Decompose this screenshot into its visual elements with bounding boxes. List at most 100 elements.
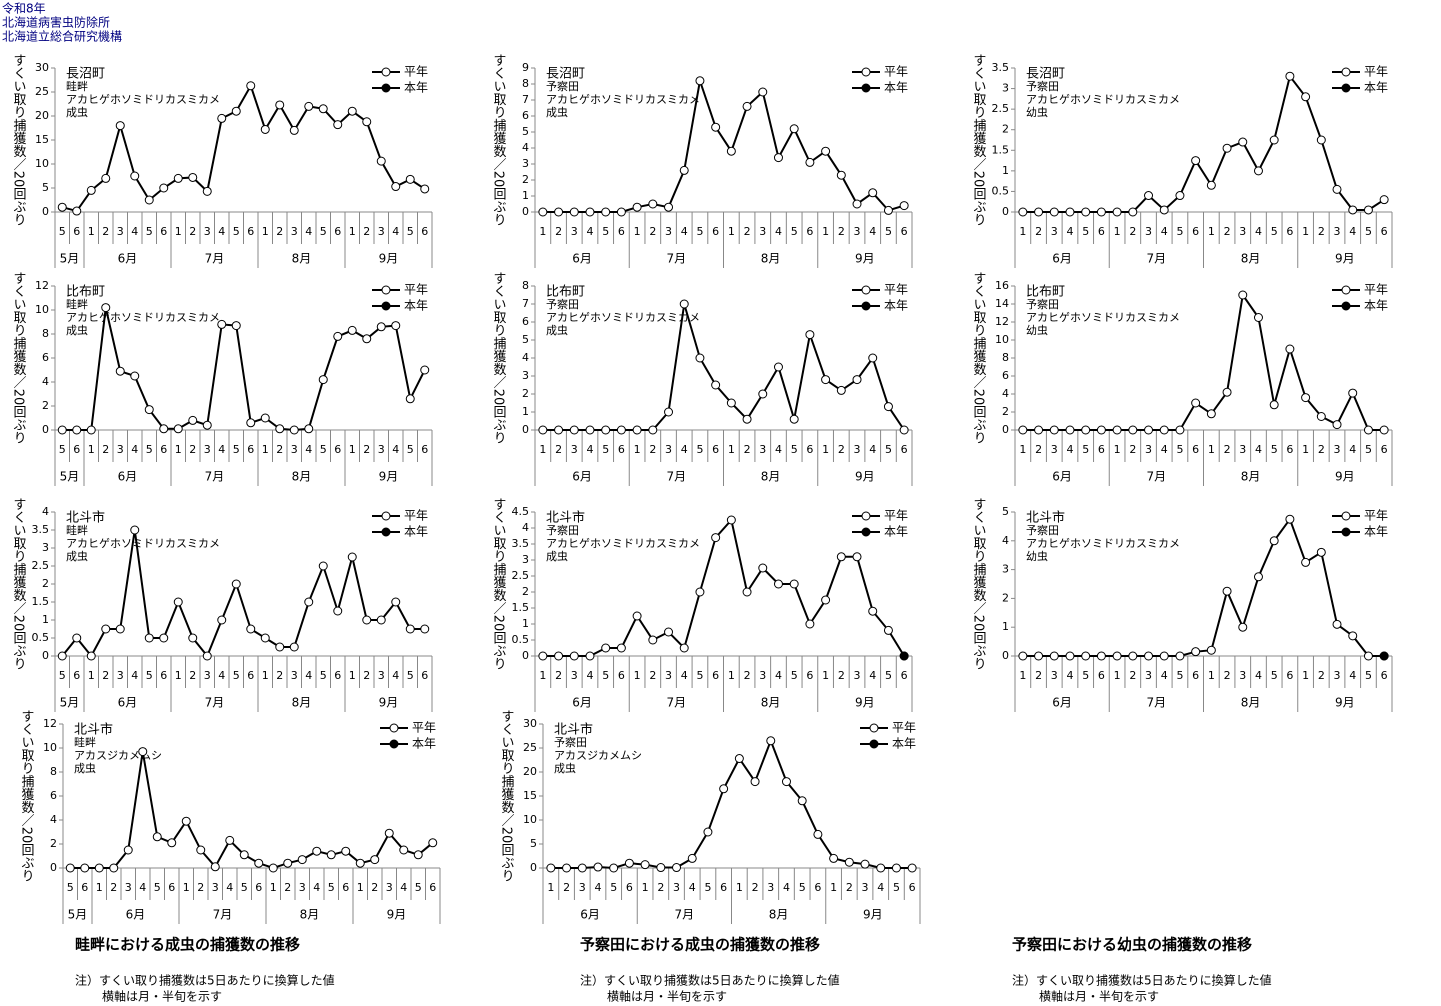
data-point (188, 172, 198, 182)
data-point (362, 334, 372, 344)
x-tick-label: 5 (1176, 669, 1183, 682)
data-point (632, 425, 642, 435)
data-point (538, 651, 548, 661)
legend-marker (869, 739, 879, 749)
y-tick-label: 2.5 (512, 569, 530, 582)
x-tick-label: 4 (392, 669, 399, 682)
chart-title: 予察田 (1026, 523, 1059, 537)
data-point (268, 863, 278, 873)
x-tick-label: 2 (1318, 669, 1325, 682)
y-tick-label: 10 (523, 813, 537, 826)
data-point (742, 101, 752, 111)
x-tick-label: 1 (88, 669, 95, 682)
data-point (1222, 586, 1232, 596)
data-point (868, 606, 878, 616)
x-tick-label: 4 (1349, 669, 1356, 682)
x-tick-label: 5 (602, 669, 609, 682)
y-tick-label: 0.5 (512, 633, 530, 646)
y-tick-label: 14 (995, 297, 1009, 310)
y-tick-label: 4 (1002, 387, 1009, 400)
x-tick-label: 2 (189, 443, 196, 456)
y-tick-label: 8 (42, 327, 49, 340)
y-axis-label: すくい取り捕獲数／20回ぶり (491, 272, 507, 445)
data-point (829, 853, 839, 863)
x-tick-label: 3 (1051, 443, 1058, 456)
x-tick-label: 2 (555, 225, 562, 238)
x-tick-label: 6 (1381, 669, 1388, 682)
data-point (1379, 425, 1389, 435)
x-tick-label: 2 (649, 669, 656, 682)
x-tick-label: 2 (838, 669, 845, 682)
data-point (1348, 205, 1358, 215)
data-point (333, 120, 343, 130)
y-tick-label: 10 (35, 157, 49, 170)
data-point (1285, 514, 1295, 524)
chart-title: 北斗市 (1026, 510, 1065, 526)
x-tick-label: 6 (806, 225, 813, 238)
x-tick-label: 6 (1098, 669, 1105, 682)
x-tick-label: 5 (1082, 443, 1089, 456)
x-tick-label: 1 (634, 443, 641, 456)
data-point (899, 425, 909, 435)
data-point (813, 829, 823, 839)
data-point (188, 415, 198, 425)
y-axis-label: すくい取り捕獲数／20回ぶり (971, 498, 987, 671)
x-tick-label: 6 (334, 443, 341, 456)
data-point (1159, 651, 1169, 661)
data-point (593, 862, 603, 872)
x-tick-label: 5 (610, 881, 617, 894)
month-label: 9月 (387, 908, 407, 922)
data-point (1206, 645, 1216, 655)
data-point (1144, 425, 1154, 435)
y-tick-label: 5 (42, 181, 49, 194)
chart-title: 成虫 (546, 106, 568, 119)
x-tick-label: 4 (218, 225, 225, 238)
month-label: 7月 (667, 252, 687, 266)
data-point (664, 407, 674, 417)
x-tick-label: 3 (291, 443, 298, 456)
x-tick-label: 5 (146, 225, 153, 238)
x-tick-label: 6 (712, 443, 719, 456)
x-tick-label: 3 (378, 443, 385, 456)
data-point (115, 624, 125, 634)
y-tick-label: 1.5 (32, 595, 50, 608)
data-point (391, 182, 401, 192)
x-tick-label: 5 (1176, 443, 1183, 456)
data-point (109, 863, 119, 873)
data-point (405, 394, 415, 404)
data-point (115, 121, 125, 131)
data-point (860, 859, 870, 869)
chart-title: アカヒゲホソミドリカスミカメ (66, 311, 220, 324)
month-label: 7月 (1147, 696, 1167, 710)
month-label: 6月 (1052, 470, 1072, 484)
data-point (1034, 207, 1044, 217)
x-tick-label: 2 (276, 225, 283, 238)
x-tick-label: 2 (276, 669, 283, 682)
legend-label: 平年 (404, 283, 428, 297)
data-point (101, 173, 111, 183)
data-point (624, 858, 634, 868)
x-tick-label: 3 (1051, 669, 1058, 682)
data-point (1191, 398, 1201, 408)
x-tick-label: 5 (415, 881, 422, 894)
month-label: 7月 (667, 696, 687, 710)
data-point (1018, 425, 1028, 435)
x-tick-label: 6 (712, 669, 719, 682)
x-tick-label: 3 (665, 225, 672, 238)
x-tick-label: 3 (854, 669, 861, 682)
x-tick-label: 1 (547, 881, 554, 894)
data-point (797, 796, 807, 806)
chart-title: 予察田 (546, 297, 579, 311)
x-tick-label: 2 (838, 443, 845, 456)
data-point (1175, 651, 1185, 661)
x-tick-label: 2 (744, 443, 751, 456)
y-tick-label: 8 (50, 765, 57, 778)
x-tick-label: 6 (626, 881, 633, 894)
data-point (1253, 166, 1263, 176)
data-point (648, 635, 658, 645)
month-label: 8月 (300, 908, 320, 922)
x-tick-label: 4 (775, 225, 782, 238)
x-tick-label: 1 (349, 669, 356, 682)
y-tick-label: 16 (995, 279, 1009, 292)
y-axis-label: すくい取り捕獲数／20回ぶり (971, 54, 987, 227)
